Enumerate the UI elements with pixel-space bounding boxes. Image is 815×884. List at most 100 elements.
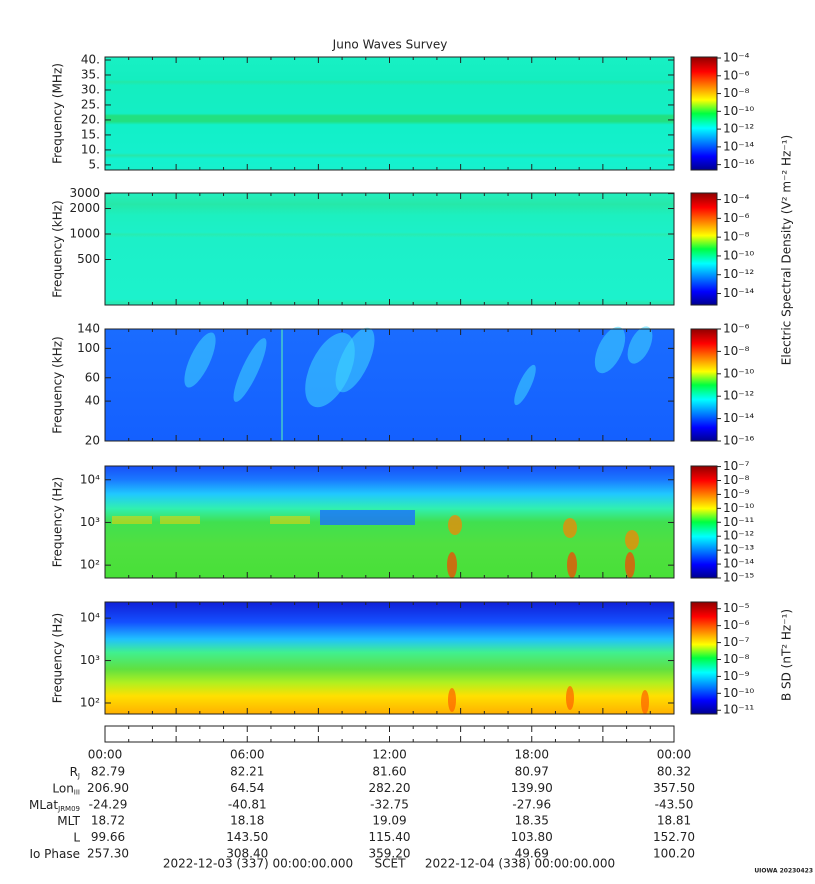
emission-feature <box>625 530 639 550</box>
colorbar-tick-label: 10⁻¹³ <box>723 543 754 557</box>
colorbar-tick-label: 10⁻¹⁴ <box>723 139 754 153</box>
y-tick-label: 20. <box>81 112 100 126</box>
y-tick-label: 60 <box>85 370 100 384</box>
colorbar-tick-label: 10⁻⁶ <box>723 618 750 632</box>
ephemeris-value: 49.69 <box>515 847 549 861</box>
ephemeris-value: 257.30 <box>87 847 129 861</box>
stamp: UIOWA 20230423 <box>754 868 813 875</box>
y-tick-label: 140 <box>77 322 100 336</box>
y-tick-label: 500 <box>77 252 100 266</box>
colorbar-tick-label: 10⁻⁶ <box>723 211 750 225</box>
emission-feature <box>514 364 536 406</box>
y-tick-label: 30. <box>81 82 100 96</box>
y-tick-label: 5. <box>89 157 100 171</box>
colorbar-tick-label: 10⁻¹² <box>723 389 754 403</box>
ephemeris-label-sub: JRM09 <box>57 805 80 813</box>
spectrogram <box>105 602 674 714</box>
y-tick-label: 3000 <box>69 186 100 200</box>
ephemeris-value: 82.21 <box>230 765 264 779</box>
ephemeris-value: -27.96 <box>512 797 551 811</box>
colorbar-tick-label: 10⁻⁹ <box>723 487 750 501</box>
ephemeris-value: 18.35 <box>515 814 549 828</box>
ephemeris-value: -43.50 <box>655 797 694 811</box>
colorbar-tick-label: 10⁻¹² <box>723 529 754 543</box>
ephemeris-label-sub: III <box>74 788 80 796</box>
colorbar-label: Electric Spectral Density (V² m⁻² Hz⁻¹) <box>780 135 794 365</box>
ephemeris-label-sub: J <box>77 772 80 780</box>
y-tick-label: 15. <box>81 127 100 141</box>
colorbar-tick-label: 10⁻¹¹ <box>723 515 754 529</box>
ephemeris-value: 308.40 <box>226 847 268 861</box>
colorbar-tick-label: 10⁻¹⁶ <box>723 434 754 448</box>
time-label: 06:00 <box>230 748 265 762</box>
y-tick-label: 10² <box>80 695 100 709</box>
time-label: 00:00 <box>657 748 692 762</box>
ephemeris-value: -32.75 <box>370 797 409 811</box>
ephemeris-value: 82.79 <box>91 765 125 779</box>
ephemeris-row-label: MLT <box>57 814 80 828</box>
colorbar-tick-label: 10⁻¹⁴ <box>723 411 754 425</box>
footer-scet: SCET <box>375 857 407 871</box>
y-tick-label: 10² <box>80 558 100 572</box>
colorbar-tick-label: 10⁻⁸ <box>723 473 750 487</box>
ephemeris-row-label: RJ <box>70 765 80 781</box>
y-axis-label: Frequency (kHz) <box>51 336 65 433</box>
colorbar-frame <box>690 328 718 442</box>
emission-feature <box>567 552 577 578</box>
colorbar-tick-label: 10⁻¹⁴ <box>723 557 754 571</box>
y-tick-label: 25. <box>81 97 100 111</box>
emission-feature <box>566 686 574 710</box>
ephemeris-row-label: LonIII <box>52 781 80 797</box>
colorbar-tick-label: 10⁻⁴ <box>723 192 750 206</box>
colorbar-tick-label: 10⁻⁵ <box>723 601 750 615</box>
colorbar-tick-label: 10⁻⁴ <box>723 51 750 65</box>
ephemeris-value: 80.97 <box>515 765 549 779</box>
y-tick-label: 40. <box>81 52 100 66</box>
emission-feature <box>625 552 635 578</box>
colorbar-tick-label: 10⁻¹² <box>723 122 754 136</box>
ephemeris-value: 139.90 <box>511 781 553 795</box>
ephemeris-label: MLT <box>57 814 80 828</box>
ephemeris-value: 103.80 <box>511 830 553 844</box>
y-tick-label: 1000 <box>69 227 100 241</box>
colorbar-frame <box>690 192 718 306</box>
figure-title: Juno Waves Survey <box>332 38 448 52</box>
colorbar-frame <box>690 56 718 171</box>
y-tick-label: 10⁴ <box>80 611 100 625</box>
y-tick-label: 100 <box>77 341 100 355</box>
emission-feature <box>112 516 152 524</box>
ephemeris-value: -40.81 <box>228 797 267 811</box>
ephemeris-row-label: MLatJRM09 <box>29 797 80 813</box>
spectrogram <box>105 57 674 170</box>
ephemeris-value: 206.90 <box>87 781 129 795</box>
emission-feature <box>627 326 653 364</box>
emission-feature <box>563 518 577 538</box>
colorbar-tick-label: 10⁻⁶ <box>723 322 750 336</box>
ephemeris-value: 18.81 <box>657 814 691 828</box>
colorbar <box>691 193 717 305</box>
colorbar-tick-label: 10⁻¹⁰ <box>723 366 754 380</box>
colorbar-tick-label: 10⁻¹⁵ <box>723 571 754 585</box>
colorbar <box>691 57 717 170</box>
colorbar <box>691 329 717 441</box>
time-label: 18:00 <box>514 748 549 762</box>
colorbar-tick-label: 10⁻⁸ <box>723 230 750 244</box>
emission-feature <box>335 327 375 393</box>
colorbar-tick-label: 10⁻¹⁰ <box>723 501 754 515</box>
y-tick-label: 10. <box>81 142 100 156</box>
emission-feature <box>594 326 626 374</box>
colorbar-label: B SD (nT² Hz⁻¹) <box>780 609 794 701</box>
ephemeris-row-label: L <box>73 830 80 844</box>
ephemeris-value: -24.29 <box>89 797 128 811</box>
ephemeris-value: 81.60 <box>372 765 406 779</box>
ephemeris-value: 357.50 <box>653 781 695 795</box>
colorbar-tick-label: 10⁻¹⁰ <box>723 686 754 700</box>
y-axis-label: Frequency (Hz) <box>51 613 65 704</box>
emission-feature <box>270 516 310 524</box>
colorbar <box>691 602 717 714</box>
y-axis-label: Frequency (Hz) <box>51 477 65 568</box>
colorbar-frame <box>690 601 718 715</box>
y-tick-label: 10³ <box>80 515 100 529</box>
y-tick-label: 35. <box>81 67 100 81</box>
